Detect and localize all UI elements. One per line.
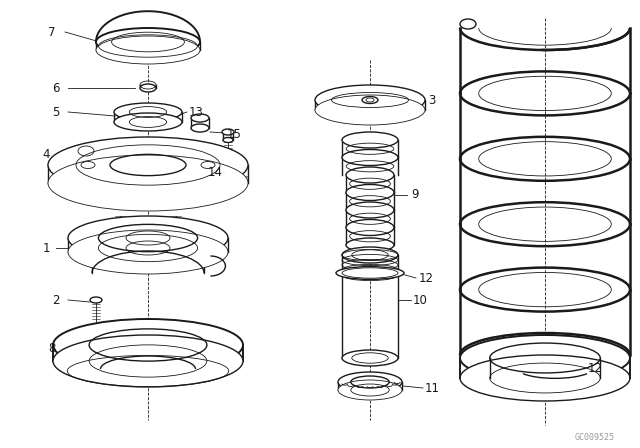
Ellipse shape <box>338 372 402 392</box>
Text: 11: 11 <box>424 382 440 395</box>
Ellipse shape <box>315 85 425 115</box>
Text: 15: 15 <box>227 129 241 142</box>
Ellipse shape <box>191 114 209 122</box>
Text: 2: 2 <box>52 293 60 306</box>
Ellipse shape <box>342 132 398 148</box>
Text: 12: 12 <box>419 271 433 284</box>
Text: GC009525: GC009525 <box>575 434 615 443</box>
Text: 9: 9 <box>412 189 419 202</box>
Ellipse shape <box>460 355 630 401</box>
Ellipse shape <box>140 84 156 92</box>
Text: 8: 8 <box>48 341 56 354</box>
Ellipse shape <box>338 380 402 400</box>
Text: 3: 3 <box>428 94 436 107</box>
Ellipse shape <box>114 113 182 131</box>
Ellipse shape <box>223 138 233 142</box>
Ellipse shape <box>346 185 394 201</box>
Ellipse shape <box>346 238 394 252</box>
Ellipse shape <box>346 167 394 183</box>
Ellipse shape <box>96 28 200 56</box>
Ellipse shape <box>336 267 404 280</box>
Ellipse shape <box>78 150 94 160</box>
Ellipse shape <box>48 137 248 193</box>
Ellipse shape <box>342 247 398 263</box>
Ellipse shape <box>346 220 394 236</box>
Ellipse shape <box>346 202 394 218</box>
Text: 5: 5 <box>52 105 60 119</box>
Ellipse shape <box>315 95 425 125</box>
Ellipse shape <box>342 150 398 165</box>
Text: 6: 6 <box>52 82 60 95</box>
Ellipse shape <box>460 335 630 381</box>
Ellipse shape <box>53 335 243 387</box>
Text: 13: 13 <box>189 105 204 119</box>
Text: 10: 10 <box>413 293 428 306</box>
Ellipse shape <box>90 297 102 303</box>
Ellipse shape <box>191 124 209 132</box>
Text: 14: 14 <box>207 165 223 178</box>
Ellipse shape <box>53 319 243 371</box>
Ellipse shape <box>68 230 228 274</box>
Text: 12: 12 <box>588 362 602 375</box>
Text: 1: 1 <box>42 241 50 254</box>
Ellipse shape <box>460 19 476 29</box>
Ellipse shape <box>68 216 228 260</box>
Ellipse shape <box>48 155 248 211</box>
Ellipse shape <box>222 129 234 135</box>
Text: 7: 7 <box>48 26 56 39</box>
Ellipse shape <box>96 36 200 64</box>
Ellipse shape <box>342 350 398 366</box>
Text: 4: 4 <box>42 148 50 161</box>
Ellipse shape <box>114 103 182 121</box>
